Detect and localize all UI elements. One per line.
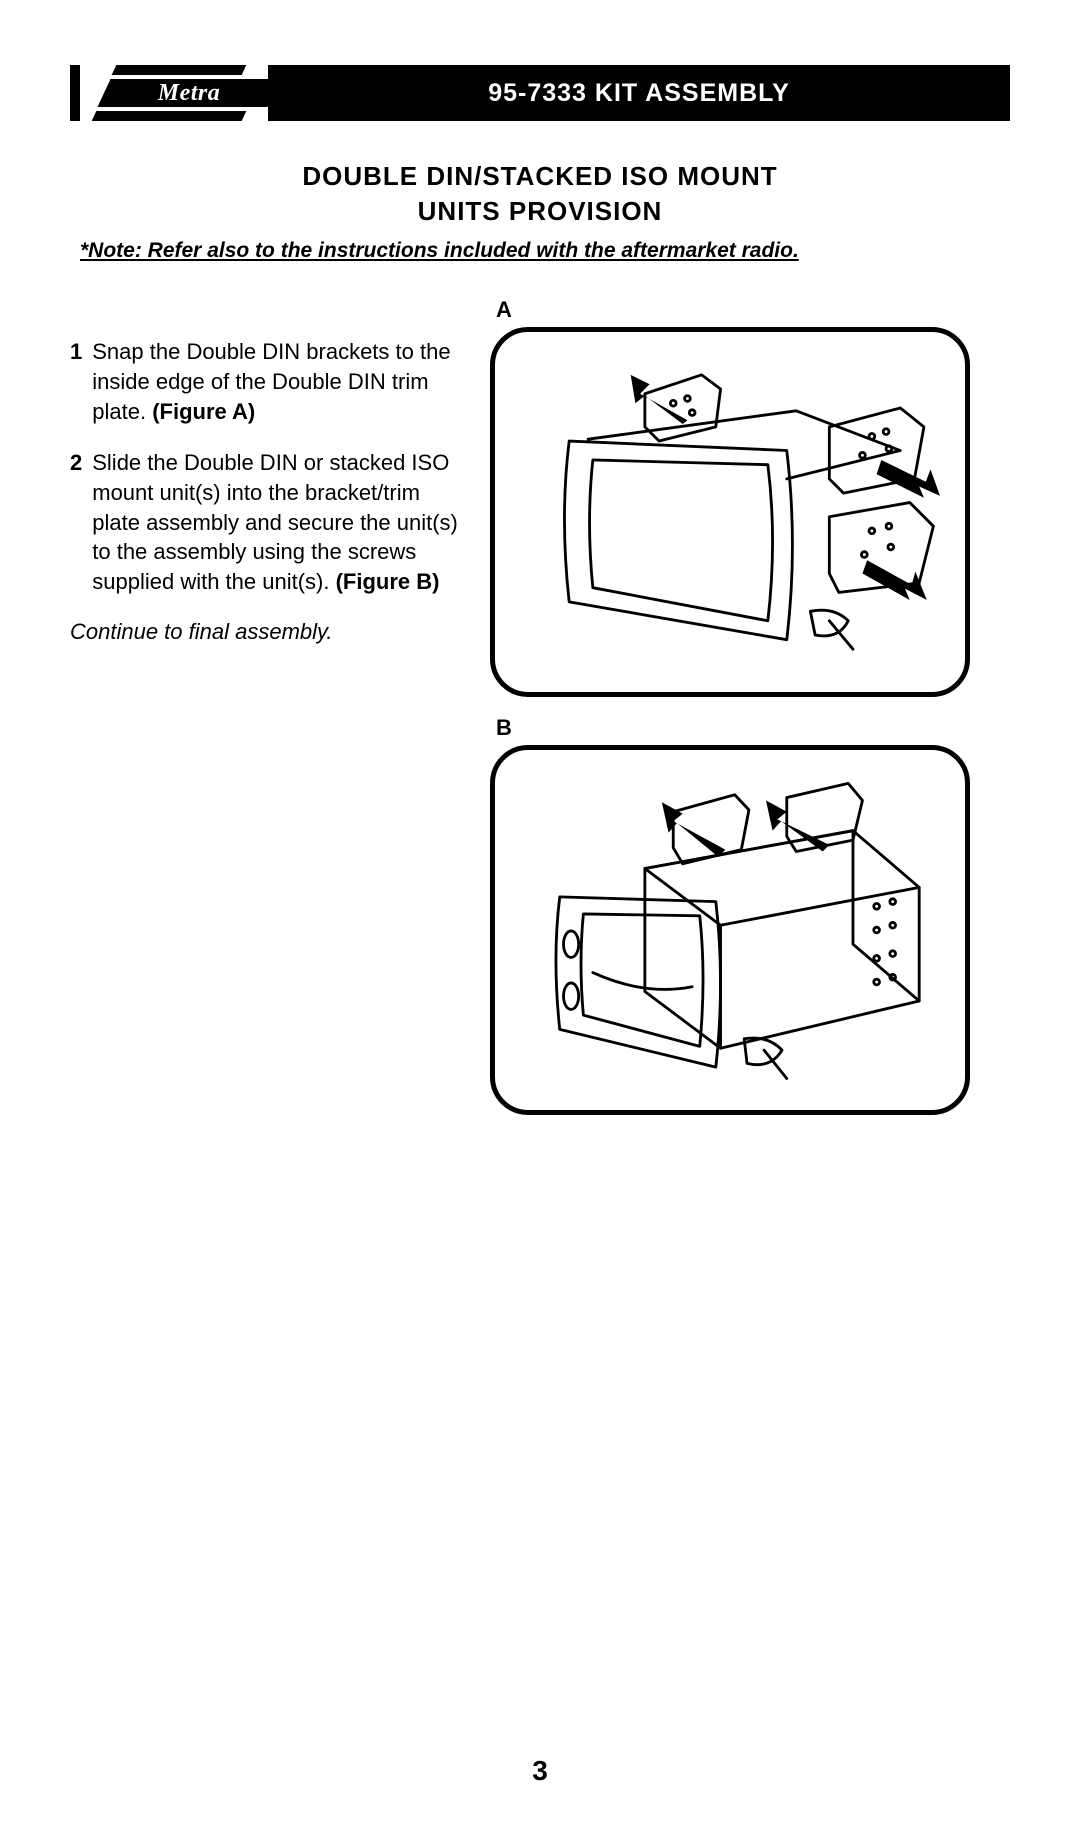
- step-figure-ref: (Figure B): [336, 569, 440, 594]
- figures-column: A: [490, 297, 1010, 1115]
- content-area: 1 Snap the Double DIN brackets to the in…: [70, 297, 1010, 1115]
- logo-stripe: [70, 65, 80, 121]
- section-title-line1: DOUBLE DIN/STACKED ISO MOUNT: [70, 159, 1010, 194]
- figure-b-label: B: [496, 715, 1010, 741]
- header-bar: Metra 95-7333 KIT ASSEMBLY: [70, 65, 1010, 121]
- figure-b-box: [490, 745, 970, 1115]
- figure-a-diagram: [500, 337, 960, 687]
- logo-text: Metra: [158, 80, 221, 107]
- step-number: 1: [70, 337, 82, 426]
- step-body: Snap the Double DIN brackets to the insi…: [92, 339, 450, 423]
- page-number: 3: [70, 1755, 1010, 1787]
- step-number: 2: [70, 448, 82, 596]
- figure-a-label: A: [496, 297, 1010, 323]
- step-figure-ref: (Figure A): [152, 399, 255, 424]
- step-text: Slide the Double DIN or stacked ISO moun…: [92, 448, 470, 596]
- step-text: Snap the Double DIN brackets to the insi…: [92, 337, 470, 426]
- figure-a-box: [490, 327, 970, 697]
- figure-b-diagram: [500, 755, 960, 1105]
- figure-b-wrap: B: [490, 715, 1010, 1115]
- note-line: *Note: Refer also to the instructions in…: [70, 239, 1010, 269]
- brand-logo: Metra: [70, 65, 274, 121]
- logo-skew-block: Metra: [84, 65, 274, 121]
- continue-text: Continue to final assembly.: [70, 619, 470, 645]
- instructions-column: 1 Snap the Double DIN brackets to the in…: [70, 297, 470, 1115]
- step-1: 1 Snap the Double DIN brackets to the in…: [70, 337, 470, 426]
- section-title: DOUBLE DIN/STACKED ISO MOUNT UNITS PROVI…: [70, 159, 1010, 229]
- step-2: 2 Slide the Double DIN or stacked ISO mo…: [70, 448, 470, 596]
- header-title: 95-7333 KIT ASSEMBLY: [268, 65, 1010, 121]
- section-title-line2: UNITS PROVISION: [70, 194, 1010, 229]
- figure-a-wrap: A: [490, 297, 1010, 697]
